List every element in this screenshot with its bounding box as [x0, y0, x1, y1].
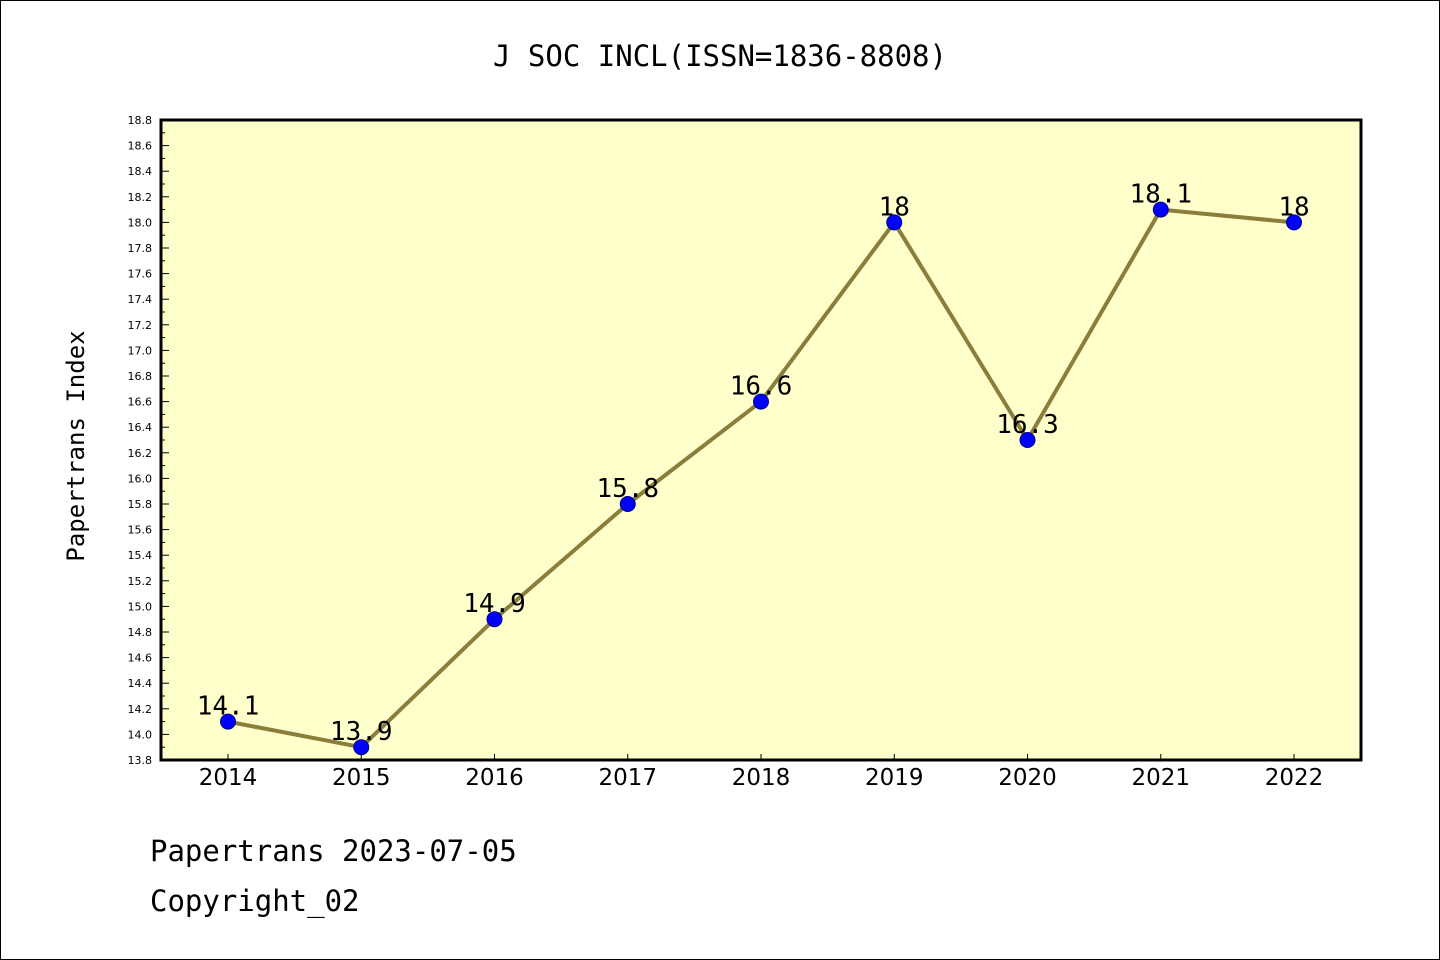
- plot-area: [161, 120, 1361, 760]
- y-tick-label: 16.6: [128, 396, 153, 409]
- data-point: [753, 393, 769, 410]
- y-tick-label: 15.2: [128, 575, 153, 588]
- data-label: 18: [879, 192, 910, 222]
- y-tick-label: 15.4: [128, 549, 153, 562]
- data-point: [1286, 214, 1302, 231]
- y-axis-label: Papertrans Index: [62, 330, 90, 561]
- data-label: 16.6: [730, 372, 793, 402]
- y-axis: 13.8 14.0 14.2 14.4 14.6 14.8 15.0 15.2 15.4 15.6…: [128, 114, 169, 767]
- y-tick-label: 13.8: [128, 754, 153, 767]
- x-tick-label: 2017: [598, 765, 657, 791]
- y-tick-label: 16.8: [128, 370, 153, 383]
- data-point: [220, 713, 236, 730]
- data-point: [1019, 432, 1036, 448]
- chart-title: J SOC INCL(ISSN=1836-8808): [493, 39, 947, 73]
- x-tick-label: 2019: [865, 765, 924, 791]
- x-tick-label: 2018: [732, 765, 791, 791]
- data-label: 16.3: [996, 410, 1059, 440]
- x-tick-label: 2021: [1131, 765, 1190, 791]
- data-point: [486, 611, 503, 628]
- y-tick-label: 17.4: [128, 293, 153, 306]
- data-label: 15.8: [596, 474, 659, 504]
- footer-date: Papertrans 2023-07-05: [150, 834, 517, 868]
- y-tick-label: 18.0: [128, 216, 153, 229]
- y-tick-label: 14.0: [128, 728, 153, 741]
- data-label: 14.1: [197, 692, 260, 722]
- y-tick-label: 14.8: [128, 626, 153, 639]
- x-tick-label: 2016: [465, 765, 524, 791]
- data-labels: 14.1 13.9 14.9 15.8 16.6 18 16.3 18.1 18: [197, 180, 1310, 748]
- x-tick-label: 2014: [199, 765, 258, 791]
- x-tick-label: 2022: [1265, 765, 1324, 791]
- y-tick-label: 15.8: [128, 498, 153, 511]
- data-label: 18.1: [1129, 180, 1192, 210]
- data-point: [619, 496, 636, 512]
- data-label: 14.9: [463, 589, 526, 619]
- y-tick-label: 18.4: [128, 165, 153, 178]
- x-tick-label: 2015: [332, 765, 391, 791]
- data-point: [1152, 201, 1169, 218]
- y-tick-label: 14.6: [128, 652, 153, 665]
- y-tick-label: 14.4: [128, 677, 153, 690]
- data-markers: [220, 201, 1302, 756]
- y-tick-label: 16.0: [128, 472, 153, 485]
- y-tick-label: 18.8: [128, 114, 153, 127]
- data-label: 18: [1278, 192, 1309, 222]
- plot-border: [159, 118, 1363, 762]
- data-point: [886, 214, 903, 231]
- footer-copyright: Copyright_02: [150, 884, 360, 918]
- y-tick-label: 15.6: [128, 524, 153, 537]
- y-tick-label: 17.8: [128, 242, 153, 255]
- x-axis: 2014 2015 2016 2017 2018 2019 2020 2021 2022: [199, 754, 1324, 791]
- y-tick-label: 17.2: [128, 319, 153, 332]
- data-point: [353, 739, 370, 756]
- y-tick-label: 16.2: [128, 447, 153, 460]
- y-tick-label: 15.0: [128, 600, 153, 613]
- data-label: 13.9: [330, 717, 393, 747]
- y-tick-label: 14.2: [128, 703, 153, 716]
- y-tick-label: 16.4: [128, 421, 153, 434]
- y-tick-label: 17.6: [128, 268, 153, 281]
- y-tick-label: 18.2: [128, 191, 153, 204]
- y-tick-label: 17.0: [128, 344, 153, 357]
- x-tick-label: 2020: [998, 765, 1057, 791]
- y-tick-label: 18.6: [128, 140, 153, 153]
